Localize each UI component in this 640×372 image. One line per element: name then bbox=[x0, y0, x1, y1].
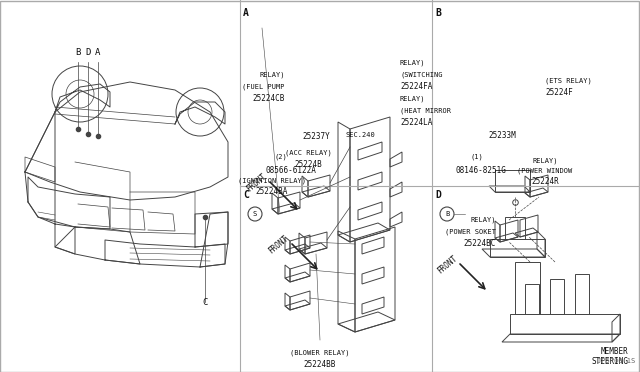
Text: (2): (2) bbox=[275, 154, 288, 160]
Text: (SWITCHING: (SWITCHING bbox=[400, 71, 442, 77]
Text: RELAY): RELAY) bbox=[532, 157, 557, 164]
Text: B: B bbox=[76, 48, 81, 57]
Text: (BLOWER RELAY): (BLOWER RELAY) bbox=[291, 350, 349, 356]
Text: FRONT: FRONT bbox=[435, 254, 459, 276]
Text: 25224F: 25224F bbox=[545, 88, 573, 97]
Text: S: S bbox=[253, 211, 257, 217]
Text: 25224BB: 25224BB bbox=[304, 360, 336, 369]
Text: RELAY): RELAY) bbox=[259, 72, 285, 78]
Text: 25224LA: 25224LA bbox=[400, 118, 433, 127]
Text: JP5P00 1S: JP5P00 1S bbox=[596, 358, 635, 364]
Text: 25224FA: 25224FA bbox=[400, 82, 433, 91]
Text: 08566-6122A: 08566-6122A bbox=[265, 166, 316, 175]
Text: A: A bbox=[95, 48, 100, 57]
Text: FRONT: FRONT bbox=[244, 172, 268, 194]
Text: (1): (1) bbox=[470, 154, 483, 160]
Text: (POWER SOKET: (POWER SOKET bbox=[445, 229, 496, 235]
Text: RELAY): RELAY) bbox=[400, 60, 426, 67]
Text: 25233M: 25233M bbox=[488, 131, 516, 140]
Text: D: D bbox=[85, 48, 91, 57]
Text: (ACC RELAY): (ACC RELAY) bbox=[285, 150, 332, 157]
Text: FRONT: FRONT bbox=[266, 234, 290, 256]
Text: 25224BC: 25224BC bbox=[463, 240, 496, 248]
Text: B: B bbox=[445, 211, 449, 217]
Text: 08146-8251G: 08146-8251G bbox=[455, 166, 506, 175]
Text: MEMBER: MEMBER bbox=[600, 347, 628, 356]
Text: C: C bbox=[202, 298, 208, 307]
Text: (ETS RELAY): (ETS RELAY) bbox=[545, 77, 592, 83]
Text: D: D bbox=[435, 190, 441, 200]
Text: SEC.240: SEC.240 bbox=[345, 132, 375, 138]
Text: (FUEL PUMP: (FUEL PUMP bbox=[243, 83, 285, 90]
Text: RELAY): RELAY) bbox=[400, 96, 426, 103]
Text: 25237Y: 25237Y bbox=[302, 132, 330, 141]
Text: (POWER WINDOW: (POWER WINDOW bbox=[517, 167, 573, 173]
Text: STEERING: STEERING bbox=[591, 357, 628, 366]
Text: A: A bbox=[243, 8, 249, 18]
Text: (IGNITION RELAY): (IGNITION RELAY) bbox=[238, 177, 306, 183]
Text: 25224BA: 25224BA bbox=[256, 187, 288, 196]
Text: B: B bbox=[435, 8, 441, 18]
Text: 25224R: 25224R bbox=[531, 177, 559, 186]
Text: 25224CB: 25224CB bbox=[253, 94, 285, 103]
Text: 25224B: 25224B bbox=[294, 160, 322, 169]
Text: (HEAT MIRROR: (HEAT MIRROR bbox=[400, 107, 451, 113]
Text: RELAY): RELAY) bbox=[470, 217, 496, 223]
Text: C: C bbox=[243, 190, 249, 200]
